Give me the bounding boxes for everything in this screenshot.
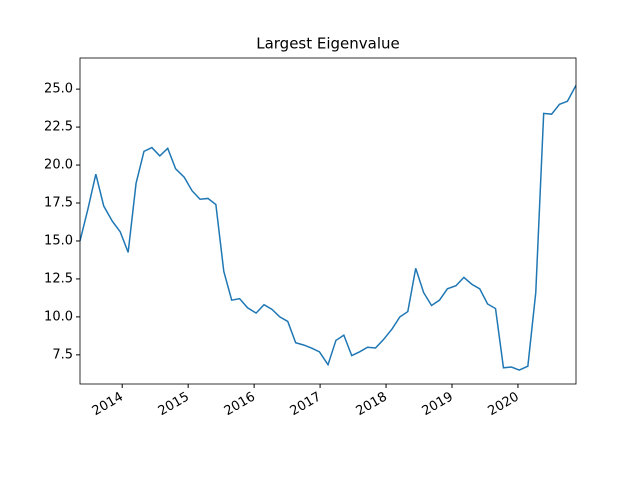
x-tick-label: 2020 bbox=[486, 390, 522, 420]
axes-frame bbox=[79, 57, 577, 385]
y-tick-label: 25.0 bbox=[44, 82, 73, 97]
y-tick-label: 10.0 bbox=[44, 309, 73, 324]
x-tick-label: 2014 bbox=[90, 390, 126, 420]
y-tick-label: 20.0 bbox=[44, 158, 73, 173]
line-series bbox=[80, 84, 576, 371]
y-tick-label: 12.5 bbox=[44, 271, 73, 286]
chart-title: Largest Eigenvalue bbox=[256, 35, 400, 53]
x-tick-label: 2016 bbox=[222, 390, 258, 420]
x-tick-label: 2018 bbox=[354, 390, 390, 420]
y-tick-label: 15.0 bbox=[44, 233, 73, 248]
x-tick-label: 2017 bbox=[288, 390, 324, 420]
x-tick-label: 2019 bbox=[420, 390, 456, 420]
y-tick-label: 7.5 bbox=[52, 347, 73, 362]
x-tick-label: 2015 bbox=[156, 390, 192, 420]
y-tick-label: 22.5 bbox=[44, 120, 73, 135]
y-tick-label: 17.5 bbox=[44, 196, 73, 211]
